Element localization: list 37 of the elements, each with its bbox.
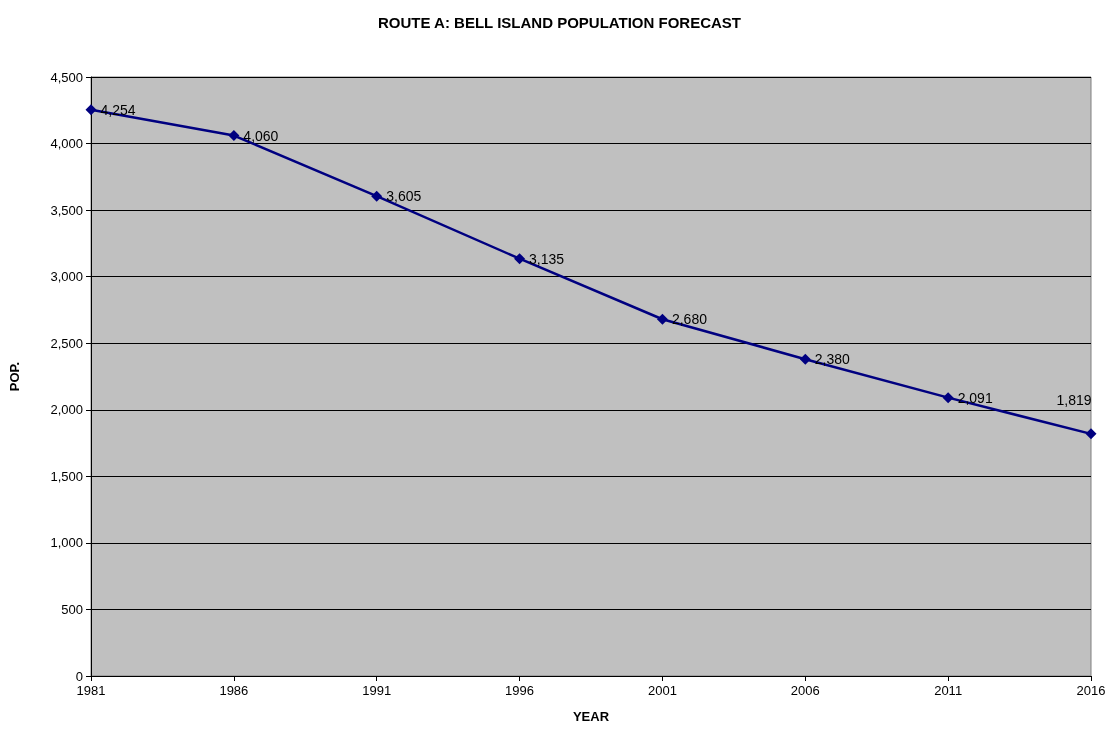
- data-label: 4,254: [100, 101, 136, 118]
- data-label: 2,091: [957, 389, 993, 406]
- y-tick-label: 3,000: [50, 269, 83, 285]
- x-tick-label: 1991: [362, 683, 392, 698]
- x-axis-title: YEAR: [572, 709, 610, 724]
- point: [942, 392, 954, 404]
- y-tick-label: 4,500: [50, 69, 83, 85]
- data-label: 2,380: [814, 351, 851, 368]
- point: [656, 313, 668, 325]
- point: [85, 104, 97, 116]
- data-label: 1,819: [1056, 391, 1092, 408]
- y-tick-label: 1,000: [50, 535, 83, 551]
- y-tick-label: 4,000: [50, 136, 83, 152]
- point: [514, 253, 526, 265]
- x-tick-label: 1981: [76, 683, 106, 698]
- y-tick-label: 2,000: [50, 402, 83, 418]
- x-tick-label: 2006: [790, 683, 820, 698]
- y-tick-label: 1,500: [50, 468, 83, 484]
- point: [799, 353, 811, 365]
- y-tick-label: 2,500: [50, 335, 83, 351]
- point: [371, 190, 383, 202]
- y-tick-label: 0: [75, 668, 83, 684]
- x-tick-label: 2001: [647, 683, 677, 698]
- data-label: 4,060: [243, 127, 279, 144]
- data-label: 2,680: [671, 311, 708, 328]
- point: [1085, 428, 1097, 440]
- data-label: 3,605: [386, 188, 422, 205]
- x-tick-label: 1986: [219, 683, 249, 698]
- y-tick-label: 500: [61, 601, 83, 617]
- point: [228, 130, 240, 142]
- chart-title: ROUTE A: BELL ISLAND POPULATION FORECAST: [377, 14, 742, 31]
- y-tick-label: 3,500: [50, 202, 83, 218]
- x-tick-label: 2016: [1076, 683, 1106, 698]
- y-axis-title: POP.: [7, 361, 22, 392]
- x-tick-label: 1996: [505, 683, 535, 698]
- x-tick-label: 2011: [934, 683, 963, 698]
- data-label: 3,135: [529, 250, 565, 267]
